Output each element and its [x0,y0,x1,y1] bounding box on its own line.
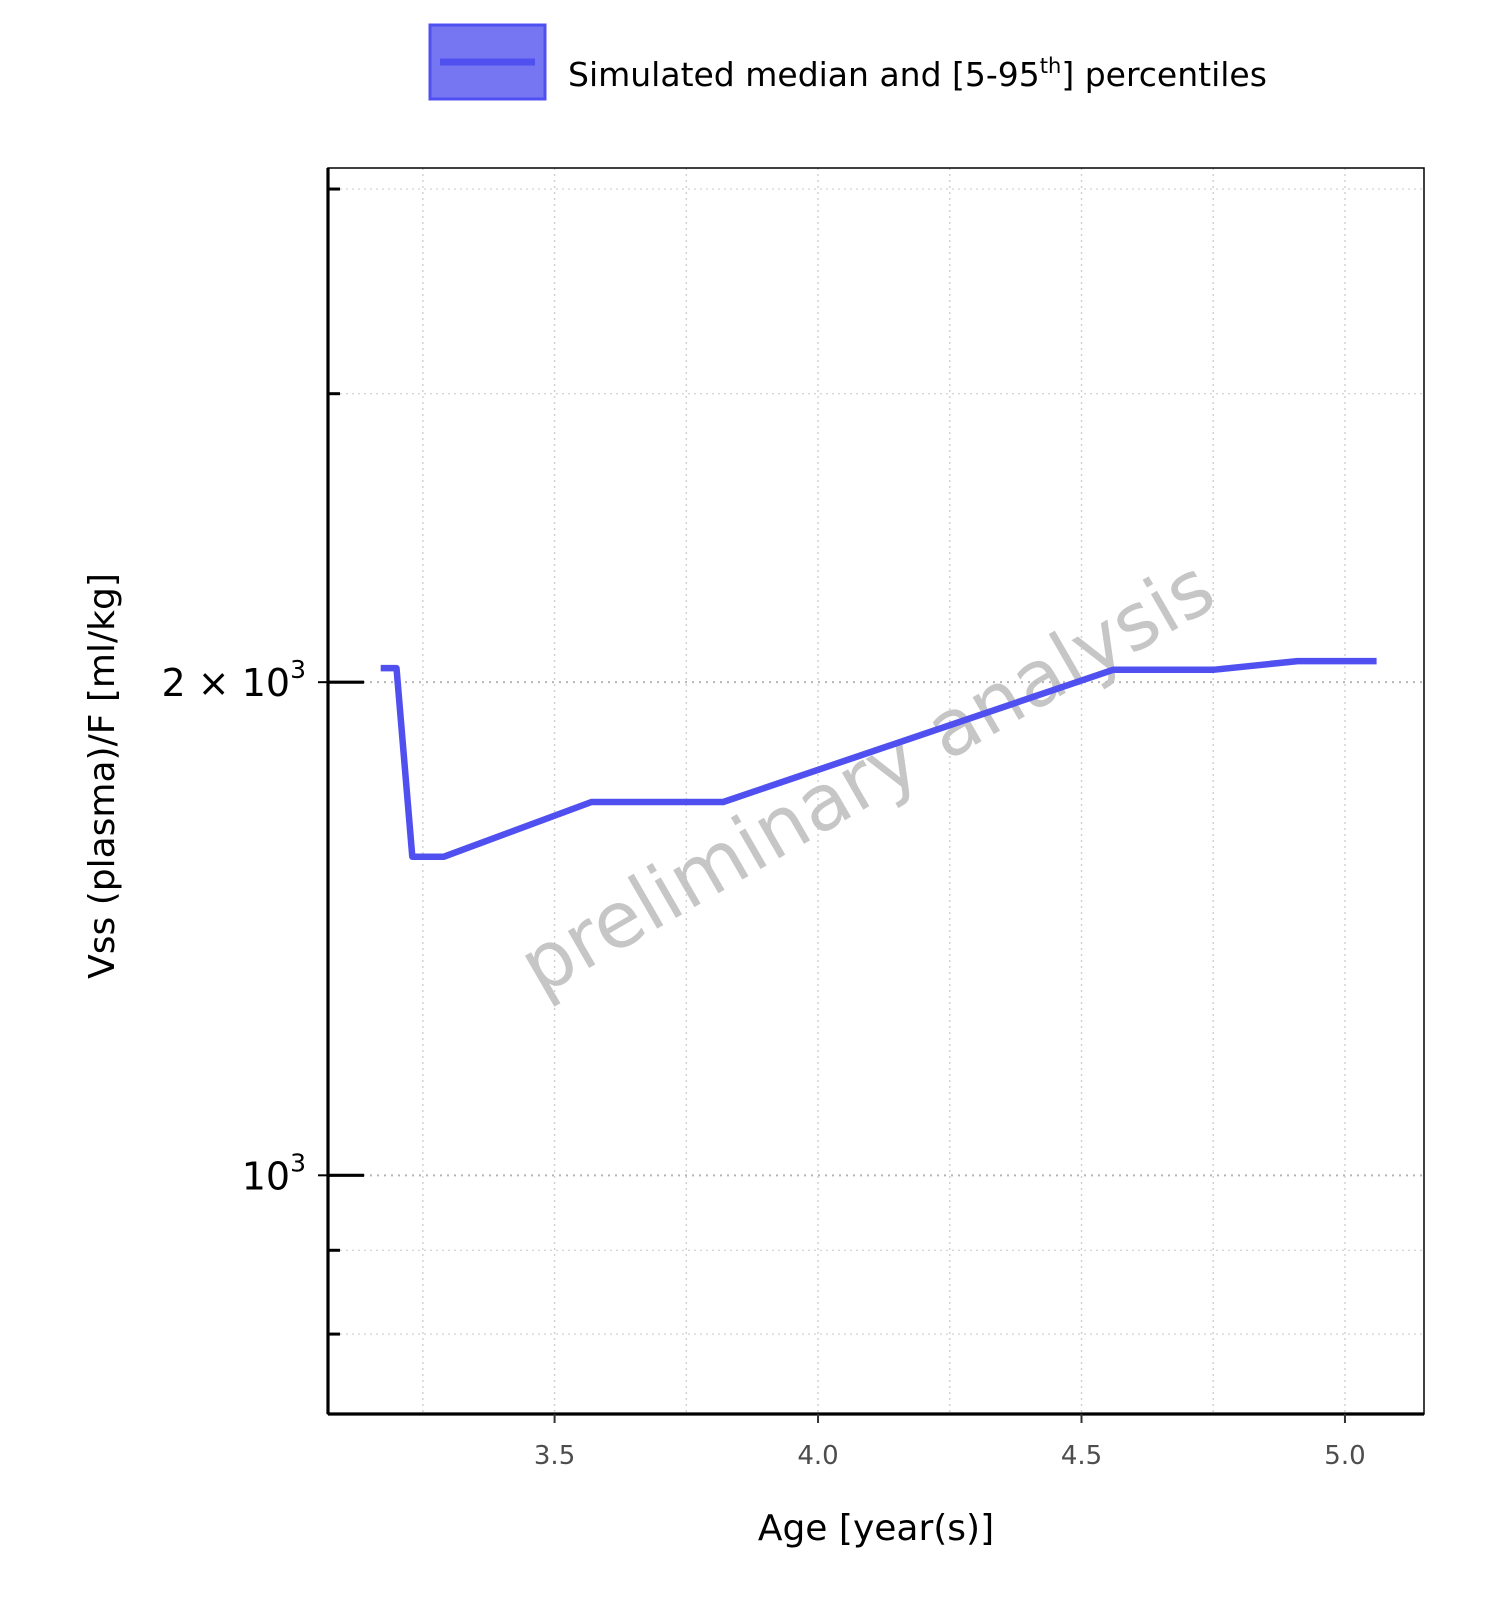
watermark-text: preliminary analysis [505,542,1230,1012]
x-tick-label: 4.0 [797,1441,838,1471]
series-line [380,657,1377,860]
y-axis-title: Vss (plasma)/F [ml/kg] [82,573,123,979]
legend-entry-label: Simulated median and [5-95th] percentile… [568,54,1267,94]
x-axis-title: Age [year(s)] [758,1508,994,1549]
legend-name-suffix: ] percentiles [1061,55,1267,94]
series-layer [380,657,1377,860]
tick-marks [318,187,1346,1423]
y-tick-mantissa: 2 × [162,661,242,705]
y-tick-label: 2 × 103 [162,655,306,705]
x-tick-labels: 3.5 4.0 4.5 5.0 [534,1441,1366,1471]
axes [326,167,1425,1416]
x-tick-label: 3.5 [534,1441,575,1471]
grid-lines [328,168,1424,1414]
y-tick-base: 10 [242,1154,290,1198]
y-tick-base: 10 [242,661,290,705]
x-tick-label: 5.0 [1324,1441,1365,1471]
y-tick-exponent: 3 [290,1148,306,1177]
y-tick-label: 103 [242,1148,306,1198]
legend-name-main: Simulated median and [5-95 [568,55,1040,94]
legend-name-sup: th [1040,54,1062,78]
legend: Simulated median and [5-95th] percentile… [428,23,1267,101]
x-tick-label: 4.5 [1061,1441,1102,1471]
y-tick-exponent: 3 [290,655,306,684]
